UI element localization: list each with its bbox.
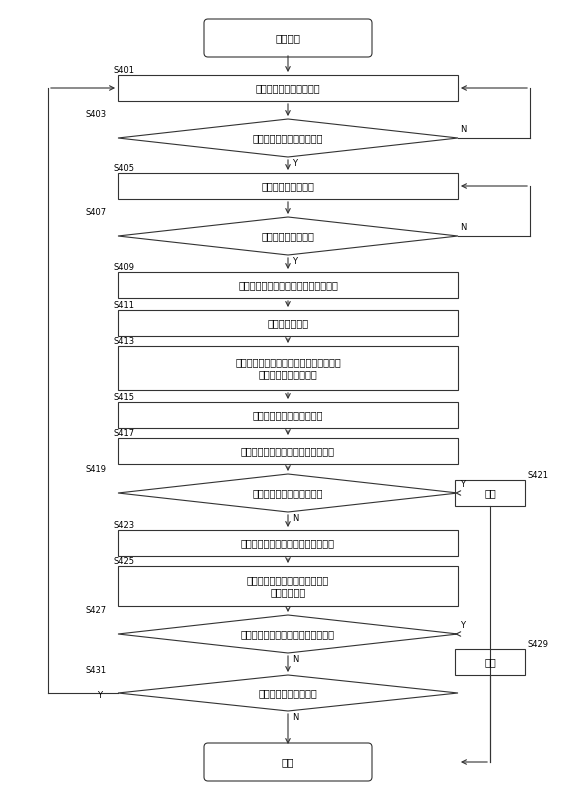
- Polygon shape: [118, 217, 458, 255]
- Text: 次の印刷対象物あり？: 次の印刷対象物あり？: [259, 688, 317, 698]
- Bar: [118, 566, 458, 606]
- Text: 位置決め継続時間が第４閾値以上？: 位置決め継続時間が第４閾値以上？: [241, 629, 335, 639]
- Text: S419: S419: [86, 465, 107, 474]
- Bar: [118, 438, 458, 464]
- FancyBboxPatch shape: [204, 19, 372, 57]
- Text: N: N: [292, 655, 298, 664]
- Bar: [455, 649, 525, 675]
- Text: スタート: スタート: [275, 33, 301, 43]
- Text: N: N: [292, 514, 298, 523]
- Text: S415: S415: [113, 393, 134, 402]
- Text: S429: S429: [527, 640, 548, 649]
- Text: 印刷完了情報受信？: 印刷完了情報受信？: [262, 231, 315, 241]
- Text: S401: S401: [113, 66, 134, 75]
- Text: S405: S405: [113, 164, 134, 173]
- FancyBboxPatch shape: [204, 743, 372, 781]
- Bar: [118, 173, 458, 199]
- Text: S411: S411: [113, 301, 134, 310]
- Text: Y: Y: [460, 480, 465, 489]
- Text: S431: S431: [86, 666, 107, 675]
- Text: 待機時間に加減時間を加算又は減算: 待機時間に加減時間を加算又は減算: [241, 446, 335, 456]
- Text: 位置決め完了情報を受信？: 位置決め完了情報を受信？: [253, 133, 323, 143]
- Text: S417: S417: [113, 429, 134, 438]
- Bar: [118, 310, 458, 336]
- Text: 待機時間の加減時間を取得: 待機時間の加減時間を取得: [253, 410, 323, 420]
- Text: S403: S403: [86, 110, 107, 119]
- Text: N: N: [460, 125, 466, 134]
- Polygon shape: [118, 474, 458, 512]
- Text: S425: S425: [113, 557, 134, 566]
- Polygon shape: [118, 615, 458, 653]
- Polygon shape: [118, 675, 458, 711]
- Text: 報知: 報知: [484, 657, 496, 667]
- Text: 終了: 終了: [282, 757, 294, 767]
- Bar: [455, 480, 525, 506]
- Text: Y: Y: [97, 690, 102, 700]
- Text: 開始位置領域及び終了位置領域を撮像: 開始位置領域及び終了位置領域を撮像: [238, 280, 338, 290]
- Text: 開始位置領域及び終了位置領域における
印刷画像の品質を評価: 開始位置領域及び終了位置領域における 印刷画像の品質を評価: [235, 357, 341, 379]
- Text: N: N: [292, 713, 298, 722]
- Text: Y: Y: [460, 621, 465, 630]
- Bar: [118, 346, 458, 390]
- Text: 位置決め指示情報を送信: 位置決め指示情報を送信: [256, 83, 320, 93]
- Text: 待機時間が第３閾値以上？: 待機時間が第３閾値以上？: [253, 488, 323, 498]
- Text: S421: S421: [527, 471, 548, 480]
- Text: S427: S427: [86, 606, 107, 615]
- Text: Y: Y: [292, 159, 297, 168]
- Text: 印刷指示情報を送信: 印刷指示情報を送信: [262, 181, 315, 191]
- Bar: [118, 75, 458, 101]
- Bar: [118, 272, 458, 298]
- Text: 撮像情報を取得: 撮像情報を取得: [267, 318, 309, 328]
- Text: Y: Y: [292, 257, 297, 266]
- Text: 位置決め継続時間の加減時間を取得: 位置決め継続時間の加減時間を取得: [241, 538, 335, 548]
- Polygon shape: [118, 119, 458, 157]
- Text: 報知: 報知: [484, 488, 496, 498]
- Text: 位置決め継続時間に加減時間を
加算又は減算: 位置決め継続時間に加減時間を 加算又は減算: [247, 575, 329, 597]
- Bar: [118, 402, 458, 428]
- Text: N: N: [460, 223, 466, 232]
- Text: S423: S423: [113, 521, 134, 530]
- Bar: [118, 530, 458, 556]
- Text: S413: S413: [113, 337, 134, 346]
- Text: S409: S409: [113, 263, 134, 272]
- Text: S407: S407: [86, 208, 107, 217]
